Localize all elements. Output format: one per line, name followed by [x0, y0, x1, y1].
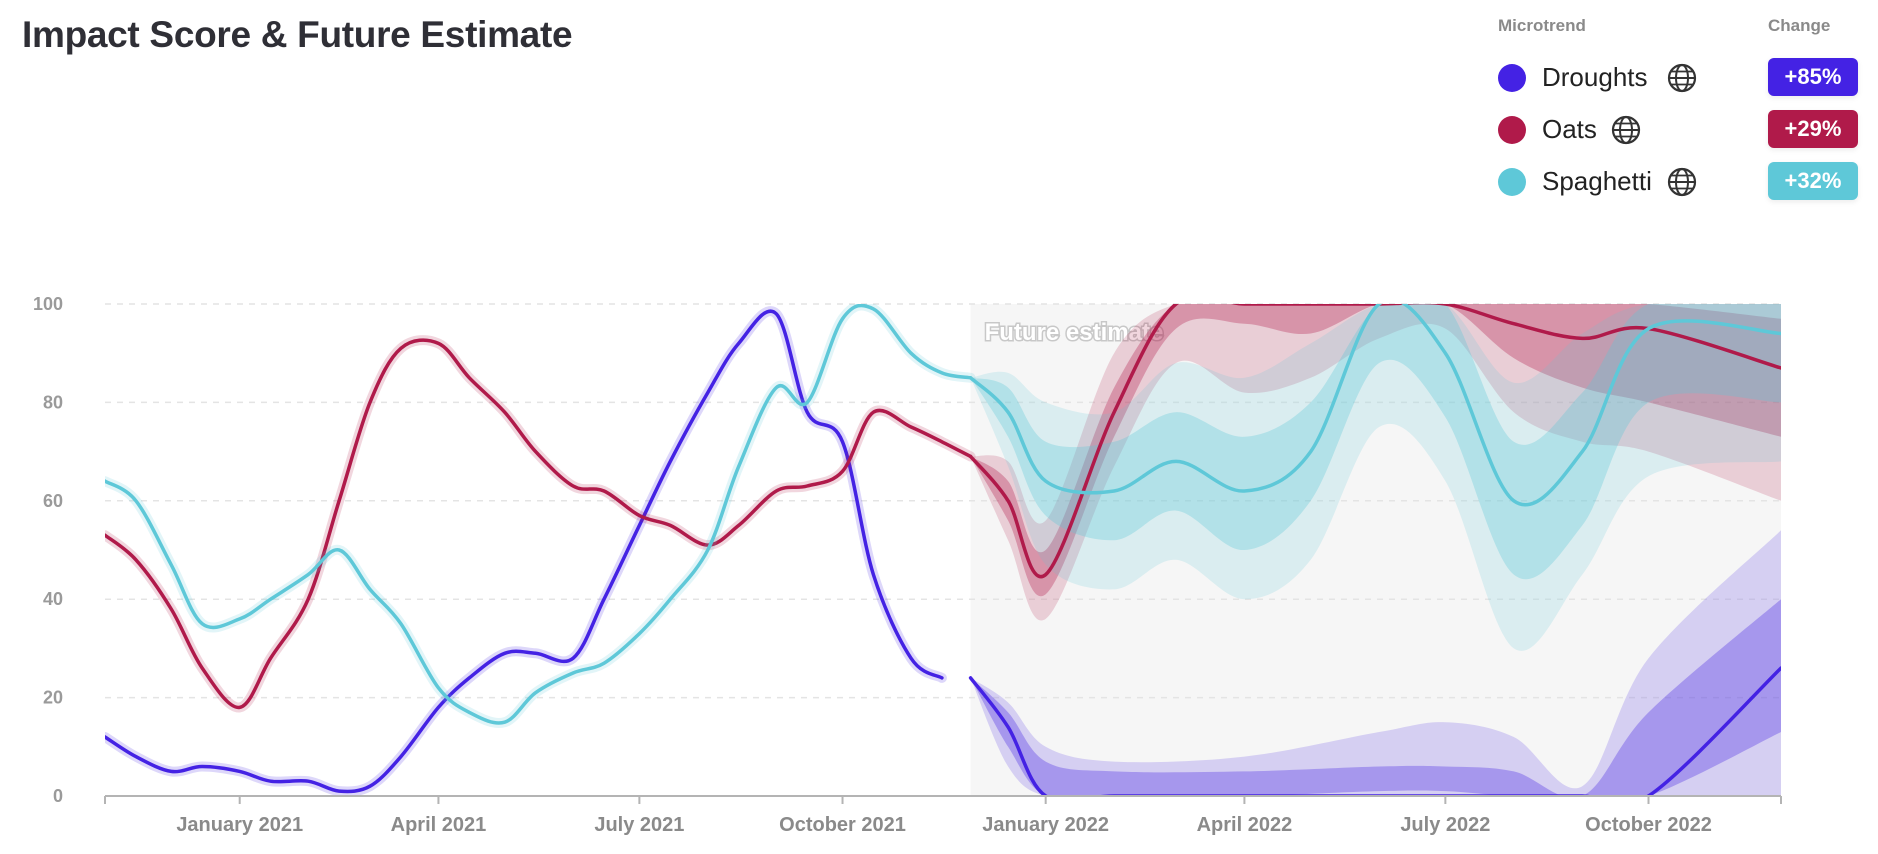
legend-item-droughts[interactable]: Droughts +85%	[1490, 52, 1870, 104]
change-badge-spaghetti: +32%	[1768, 162, 1858, 200]
spaghetti-forecast-line	[968, 304, 1781, 507]
x-tick-label-october-2021: October 2021	[779, 814, 906, 836]
chart-title: Impact Score & Future Estimate	[22, 14, 573, 55]
droughts-outer-band	[970, 530, 1781, 796]
droughts-forecast-line	[968, 666, 1781, 796]
oats-outer-band	[970, 304, 1781, 621]
droughts-history-line	[105, 309, 944, 794]
y-tick-label-80: 80	[43, 392, 63, 412]
legend-dot-droughts	[1498, 64, 1526, 92]
droughts-inner-band	[970, 599, 1781, 796]
impact-score-chart: Future estimate 0 20 40 60 80 100 January 2021…	[33, 294, 1782, 836]
oats-forecast-line	[968, 304, 1781, 579]
y-tick-label-20: 20	[43, 688, 63, 708]
legend-dot-oats	[1498, 116, 1526, 144]
oats-history-line	[105, 338, 973, 710]
x-tick-label-january-2022: January 2022	[982, 814, 1109, 836]
spaghetti-history-line	[105, 304, 973, 725]
globe-icon[interactable]	[1666, 166, 1698, 198]
legend-header-microtrend: Microtrend	[1498, 16, 1586, 35]
oats-inner-band	[970, 304, 1781, 597]
future-estimate-label: Future estimate	[985, 319, 1164, 346]
x-tick-label-july-2021: July 2021	[594, 814, 684, 836]
y-tick-label-40: 40	[43, 589, 63, 609]
spaghetti-history-glow	[105, 304, 976, 728]
legend-dot-spaghetti	[1498, 168, 1526, 196]
legend-item-spaghetti[interactable]: Spaghetti +32%	[1490, 156, 1870, 208]
spaghetti-outer-band	[970, 304, 1781, 651]
globe-icon[interactable]	[1610, 114, 1642, 146]
legend: Microtrend Change Droughts +85% Oats +29…	[1490, 12, 1870, 217]
legend-item-oats[interactable]: Oats +29%	[1490, 104, 1870, 156]
y-tick-label-100: 100	[33, 294, 63, 314]
spaghetti-inner-band	[970, 304, 1781, 580]
legend-label-oats: Oats	[1542, 114, 1597, 144]
change-badge-droughts: +85%	[1768, 58, 1858, 96]
x-tick-label-april-2021: April 2021	[391, 814, 487, 836]
future-estimate-region	[970, 304, 1781, 796]
legend-header-change: Change	[1768, 16, 1831, 35]
x-tick-label-july-2022: July 2022	[1400, 814, 1490, 836]
change-badge-oats: +29%	[1768, 110, 1858, 148]
y-tick-label-60: 60	[43, 491, 63, 511]
x-tick-label-january-2021: January 2021	[176, 814, 303, 836]
legend-label-spaghetti: Spaghetti	[1542, 166, 1652, 196]
y-tick-label-0: 0	[53, 786, 63, 806]
legend-label-droughts: Droughts	[1542, 62, 1648, 92]
globe-icon[interactable]	[1666, 62, 1698, 94]
x-tick-label-october-2022: October 2022	[1585, 814, 1712, 836]
x-tick-label-april-2022: April 2022	[1197, 814, 1293, 836]
